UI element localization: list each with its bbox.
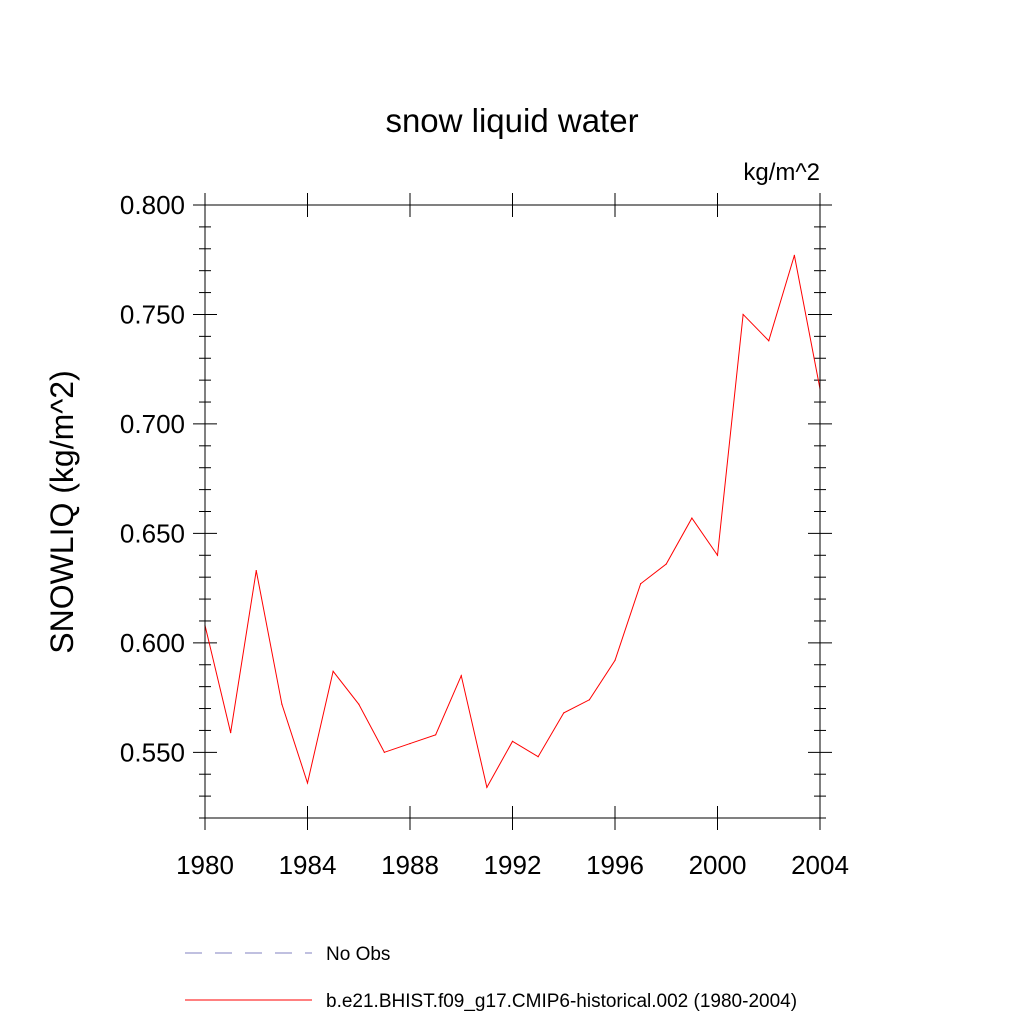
y-tick-label: 0.550 [120,737,185,767]
legend-label-no-obs: No Obs [326,944,390,965]
y-axis-label: SNOWLIQ (kg/m^2) [44,370,80,653]
data-point [230,732,232,734]
data-point [409,742,411,745]
legend: No Obs b.e21.BHIST.f09_g17.CMIP6-histori… [185,944,797,1012]
x-tick-labels: 1980 1984 1988 1992 1996 2000 2004 [176,850,849,880]
data-point [255,570,257,572]
plot-frame [204,204,821,819]
data-point [537,756,539,758]
y-tick-label: 0.800 [120,190,185,220]
data-point [665,563,667,565]
x-tick-label: 1992 [484,850,542,880]
data-point [588,699,590,701]
data-point [358,703,360,705]
data-point [691,517,693,519]
data-point [793,254,795,256]
data-point [486,786,488,788]
series-line-model [204,255,821,789]
x-tick-label: 1980 [176,850,234,880]
x-tick-label: 2000 [689,850,747,880]
x-tick-label: 1988 [381,850,439,880]
series-layer [204,254,821,789]
data-point [742,313,744,316]
y-tick-label: 0.700 [120,409,185,439]
data-point [511,740,514,742]
data-point [716,554,719,556]
chart-title: snow liquid water [385,102,638,139]
data-point [460,675,462,677]
x-tick-label: 2004 [791,850,849,880]
x-tick-label: 1984 [279,850,337,880]
data-point [332,670,334,672]
y-tick-label: 0.650 [120,518,185,548]
x-tick-label: 1996 [586,850,644,880]
data-point [383,751,385,753]
data-point [563,712,565,714]
major-ticks [193,193,832,830]
data-point [640,583,642,585]
data-point [435,734,437,736]
y-tick-label: 0.600 [120,628,185,658]
minor-ticks [199,226,826,819]
y-tick-labels: 0.550 0.600 0.650 0.700 0.750 0.800 [120,190,185,767]
legend-label-model: b.e21.BHIST.f09_g17.CMIP6-historical.002… [326,991,797,1012]
data-point [306,782,309,784]
data-point [614,659,616,661]
data-point [281,703,283,705]
y-tick-label: 0.750 [120,299,185,329]
units-label: kg/m^2 [743,159,820,186]
data-point [768,340,770,342]
